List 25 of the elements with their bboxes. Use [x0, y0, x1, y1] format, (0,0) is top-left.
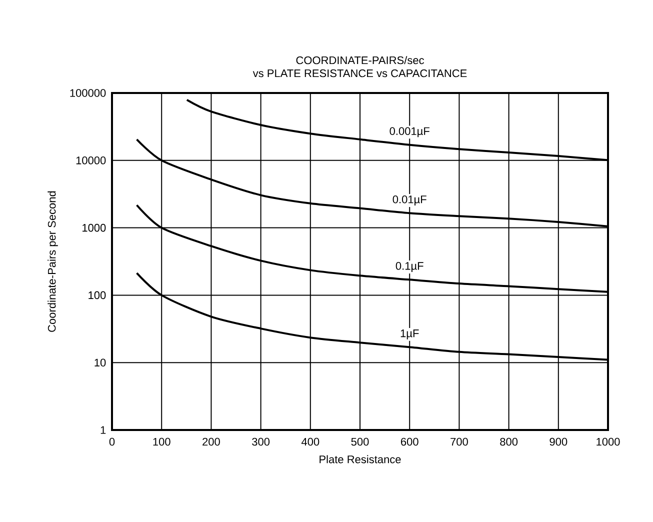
series-label: 1µF — [400, 330, 419, 340]
x-tick-label: 0 — [109, 438, 115, 446]
x-tick-label: 700 — [450, 438, 468, 446]
x-tick-label: 200 — [202, 438, 220, 446]
chart-subtitle: vs PLATE RESISTANCE vs CAPACITANCE — [252, 69, 467, 78]
x-tick-label: 900 — [550, 438, 568, 446]
x-tick-label: 500 — [351, 438, 369, 446]
chart-title: COORDINATE-PAIRS/sec — [296, 56, 424, 64]
series-label: 0.1µF — [396, 262, 424, 272]
y-tick-label: 10 — [94, 358, 106, 366]
x-tick-label: 300 — [252, 438, 270, 446]
x-tick-label: 400 — [301, 438, 320, 446]
y-tick-label: 1 — [100, 426, 106, 434]
y-tick-label: 100 — [88, 291, 106, 300]
series-label: 0.001µF — [390, 127, 430, 138]
x-tick-label: 800 — [500, 438, 518, 446]
x-tick-label: 100 — [153, 438, 170, 446]
x-tick-label: 600 — [400, 438, 418, 446]
series-label: 0.01µF — [392, 195, 426, 206]
y-axis-title: Coordinate-Pairs per Second — [48, 191, 58, 332]
x-axis-title: Plate Resistance — [320, 455, 401, 464]
y-tick-label: 1000 — [82, 224, 106, 232]
y-tick-label: 100000 — [70, 89, 106, 97]
y-tick-label: 10000 — [76, 156, 106, 164]
x-tick-label: 1000 — [596, 438, 620, 446]
